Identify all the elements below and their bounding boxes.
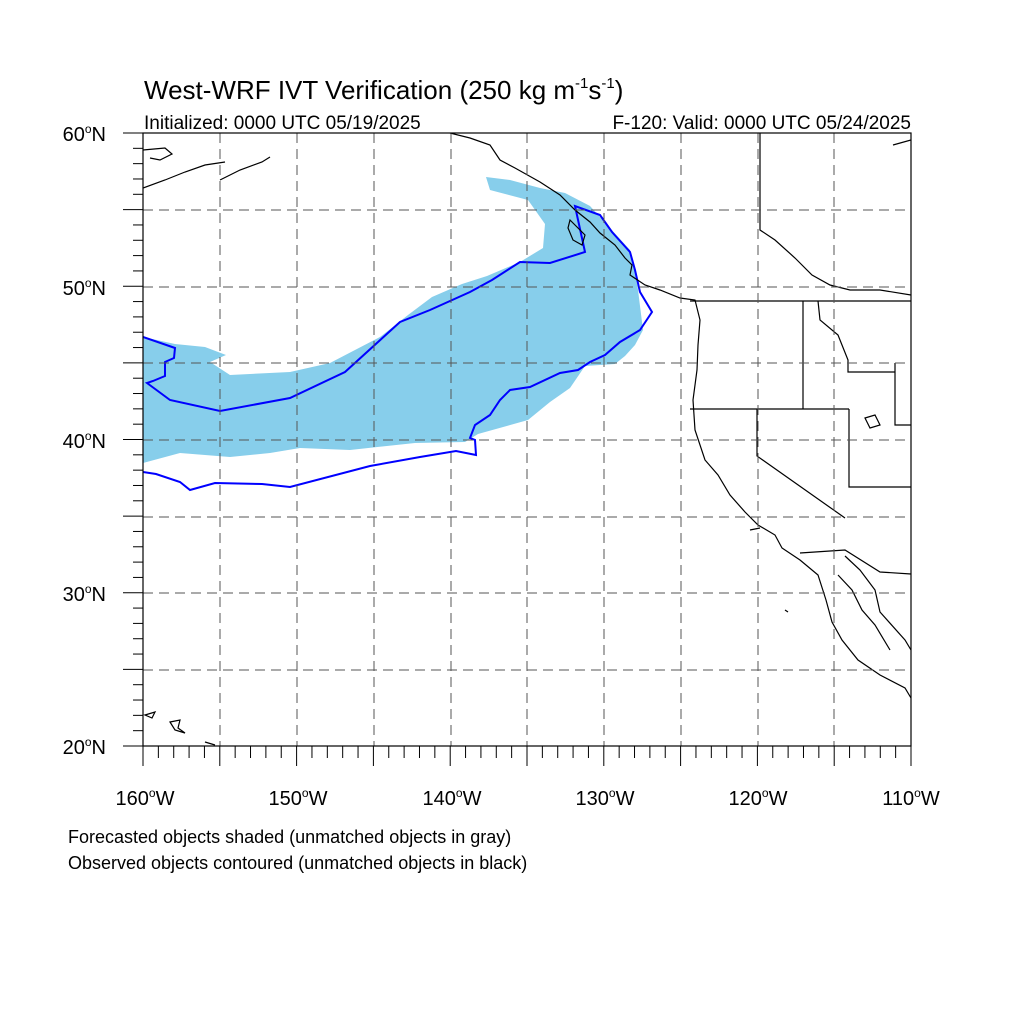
lon-label-150: 150oW xyxy=(269,786,328,810)
lat-label-60: 60oN xyxy=(63,122,106,146)
lat-label-30: 30oN xyxy=(63,582,106,606)
longitude-labels: 160oW 150oW 140oW 130oW 120oW 110oW xyxy=(116,786,940,810)
lat-label-40: 40oN xyxy=(63,429,106,453)
footnote-observed: Observed objects contoured (unmatched ob… xyxy=(68,853,527,873)
footnote-forecast: Forecasted objects shaded (unmatched obj… xyxy=(68,827,511,847)
title-close: ) xyxy=(615,75,624,105)
latitude-labels: 60oN 50oN 40oN 30oN 20oN xyxy=(63,122,106,759)
subtitle-valid: F-120: Valid: 0000 UTC 05/24/2025 xyxy=(612,113,911,134)
lon-label-160: 160oW xyxy=(116,786,175,810)
title-sup1: -1 xyxy=(575,75,588,92)
grid-lines xyxy=(143,133,911,746)
subtitle-initialized: Initialized: 0000 UTC 05/19/2025 xyxy=(144,113,421,134)
lon-label-130: 130oW xyxy=(576,786,635,810)
lon-label-110: 110oW xyxy=(882,786,940,810)
coastlines xyxy=(143,133,911,746)
lat-label-50: 50oN xyxy=(63,276,106,300)
title-mid: s xyxy=(588,75,601,105)
title-main: West-WRF IVT Verification (250 kg m xyxy=(144,75,575,105)
lon-label-120: 120oW xyxy=(729,786,788,810)
forecast-object-shaded xyxy=(143,177,643,463)
map-title: West-WRF IVT Verification (250 kg m-1s-1… xyxy=(144,75,623,105)
lon-label-140: 140oW xyxy=(423,786,482,810)
axis-ticks xyxy=(123,132,912,766)
title-sup2: -1 xyxy=(601,75,614,92)
lat-label-20: 20oN xyxy=(63,735,106,759)
